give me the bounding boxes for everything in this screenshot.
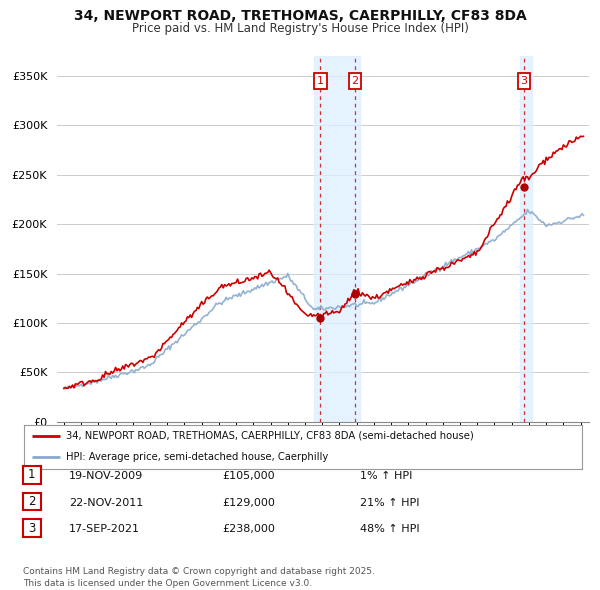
Text: 48% ↑ HPI: 48% ↑ HPI [360,525,419,534]
Text: £105,000: £105,000 [222,471,275,481]
Text: 17-SEP-2021: 17-SEP-2021 [69,525,140,534]
Text: 2: 2 [352,76,359,86]
Text: 1: 1 [28,468,35,481]
Text: 1: 1 [317,76,324,86]
Text: 22-NOV-2011: 22-NOV-2011 [69,498,143,507]
Bar [520,56,532,422]
Text: 3: 3 [28,522,35,535]
Text: Contains HM Land Registry data © Crown copyright and database right 2025.
This d: Contains HM Land Registry data © Crown c… [23,568,374,588]
Text: 34, NEWPORT ROAD, TRETHOMAS, CAERPHILLY, CF83 8DA: 34, NEWPORT ROAD, TRETHOMAS, CAERPHILLY,… [74,9,526,24]
Text: 21% ↑ HPI: 21% ↑ HPI [360,498,419,507]
Text: £129,000: £129,000 [222,498,275,507]
Text: 34, NEWPORT ROAD, TRETHOMAS, CAERPHILLY, CF83 8DA (semi-detached house): 34, NEWPORT ROAD, TRETHOMAS, CAERPHILLY,… [66,431,473,441]
Text: 1% ↑ HPI: 1% ↑ HPI [360,471,412,481]
Text: Price paid vs. HM Land Registry's House Price Index (HPI): Price paid vs. HM Land Registry's House … [131,22,469,35]
Text: 19-NOV-2009: 19-NOV-2009 [69,471,143,481]
Bar [314,56,360,422]
Text: 3: 3 [520,76,527,86]
Text: HPI: Average price, semi-detached house, Caerphilly: HPI: Average price, semi-detached house,… [66,452,328,461]
Text: £238,000: £238,000 [222,525,275,534]
Text: 2: 2 [28,495,35,508]
